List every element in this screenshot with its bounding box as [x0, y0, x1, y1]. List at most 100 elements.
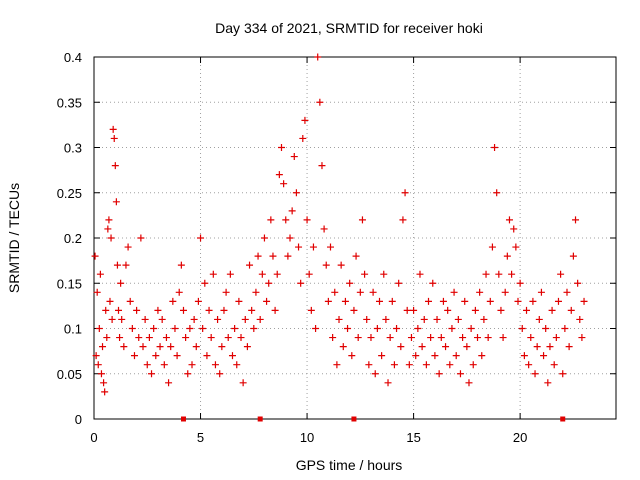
- data-point: [256, 315, 264, 323]
- y-tick-label: 0: [75, 412, 82, 427]
- data-point: [425, 297, 433, 305]
- data-point: [478, 352, 486, 360]
- data-point: [474, 334, 482, 342]
- data-point: [126, 297, 134, 305]
- x-tick-label: 5: [197, 430, 204, 445]
- data-point: [552, 334, 560, 342]
- data-point: [145, 334, 153, 342]
- data-point: [148, 370, 156, 378]
- data-point: [101, 388, 109, 396]
- data-point: [420, 315, 428, 323]
- ticks-layer: 0 0.05 0.1 0.15 0.2 0.25 0.3 0.35 0.4 0 5 10 15 20: [57, 50, 616, 445]
- data-point: [527, 334, 535, 342]
- data-point: [184, 370, 192, 378]
- data-point: [488, 243, 496, 251]
- data-point: [367, 334, 375, 342]
- data-point: [393, 325, 401, 332]
- data-point: [418, 343, 426, 351]
- data-point: [523, 306, 531, 314]
- data-point: [444, 306, 452, 314]
- data-point: [565, 343, 573, 351]
- data-point: [361, 270, 369, 278]
- data-point: [273, 270, 281, 278]
- data-point: [378, 352, 386, 360]
- data-point: [305, 270, 313, 278]
- data-point: [407, 334, 415, 342]
- data-point: [326, 243, 334, 251]
- data-point: [110, 134, 118, 142]
- data-point: [454, 315, 462, 323]
- data-point: [559, 370, 567, 378]
- data-point: [514, 297, 522, 305]
- data-point: [371, 370, 379, 378]
- data-point: [322, 261, 330, 269]
- data-point: [557, 270, 565, 278]
- data-point: [96, 270, 104, 278]
- data-point: [341, 297, 349, 305]
- x-axis-marker: [560, 416, 566, 422]
- data-point: [165, 379, 173, 387]
- data-point: [508, 270, 516, 278]
- y-tick-label: 0.1: [64, 322, 82, 337]
- x-axis-marker: [257, 416, 263, 422]
- data-point: [224, 334, 232, 342]
- data-point: [316, 98, 324, 106]
- x-markers-layer: [180, 416, 566, 422]
- data-point: [299, 134, 307, 142]
- data-point: [335, 315, 343, 323]
- data-point: [295, 243, 303, 251]
- data-point: [314, 53, 322, 61]
- data-point: [250, 325, 258, 332]
- data-point: [108, 315, 116, 323]
- data-point: [320, 225, 328, 233]
- data-point: [486, 297, 494, 305]
- data-point: [182, 334, 190, 342]
- data-point: [309, 243, 317, 251]
- data-point: [235, 297, 243, 305]
- data-point: [284, 252, 292, 260]
- data-point: [550, 361, 558, 369]
- data-point: [416, 270, 424, 278]
- data-point: [105, 216, 113, 224]
- data-point: [111, 162, 119, 170]
- data-point: [280, 180, 288, 188]
- data-point: [103, 334, 111, 342]
- data-point: [258, 270, 266, 278]
- data-point: [480, 315, 488, 323]
- data-point: [218, 343, 226, 351]
- data-point: [179, 306, 187, 314]
- data-point: [91, 252, 99, 260]
- y-tick-label: 0.3: [64, 141, 82, 156]
- data-point: [337, 261, 345, 269]
- data-point: [312, 325, 320, 332]
- data-point: [476, 288, 484, 296]
- data-point: [384, 379, 392, 387]
- data-point: [414, 325, 422, 332]
- data-point: [369, 288, 377, 296]
- data-point: [239, 379, 247, 387]
- data-point: [433, 315, 441, 323]
- data-point: [104, 225, 112, 233]
- data-point: [318, 162, 326, 170]
- data-point: [535, 315, 543, 323]
- data-point: [133, 306, 141, 314]
- data-point: [254, 252, 262, 260]
- data-point: [572, 216, 580, 224]
- data-point: [333, 361, 341, 369]
- data-point: [520, 352, 528, 360]
- data-point: [117, 279, 125, 287]
- data-point: [344, 325, 352, 332]
- x-tick-label: 0: [90, 430, 97, 445]
- data-point: [156, 343, 164, 351]
- data-point: [339, 343, 347, 351]
- data-point: [427, 334, 435, 342]
- data-point: [231, 325, 239, 332]
- data-point: [491, 144, 499, 151]
- x-tick-label: 20: [513, 430, 527, 445]
- data-point: [531, 370, 539, 378]
- data-point: [401, 189, 409, 197]
- data-point: [373, 325, 381, 332]
- data-point: [207, 334, 215, 342]
- data-point: [578, 334, 586, 342]
